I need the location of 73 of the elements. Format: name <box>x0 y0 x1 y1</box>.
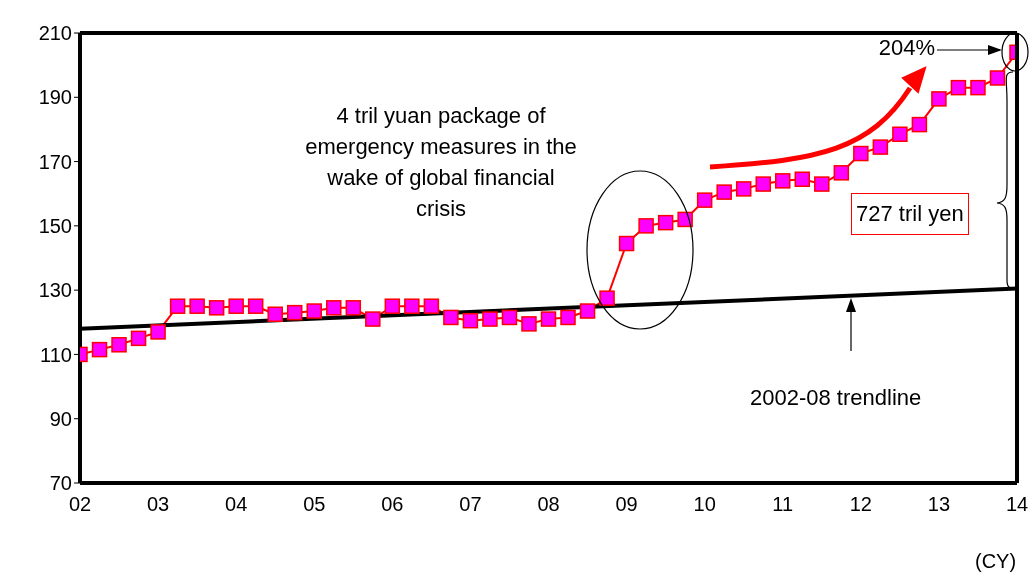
annotation: 727 tril yen <box>851 193 969 235</box>
x-tick-label: 14 <box>1005 493 1029 516</box>
x-axis-title: (CY) <box>975 550 1017 573</box>
y-tick-label: 130 <box>38 279 72 302</box>
point <box>755 176 771 192</box>
point <box>814 176 830 192</box>
x-tick-label: 06 <box>381 493 404 516</box>
x-tick-label: 11 <box>772 493 794 516</box>
point <box>794 171 811 187</box>
point <box>306 303 322 319</box>
point <box>111 337 127 353</box>
point <box>443 309 459 326</box>
point <box>579 303 596 319</box>
point <box>462 312 479 329</box>
x-tick-label: 07 <box>459 493 482 516</box>
x-tick-label: 02 <box>68 493 92 516</box>
point <box>130 330 147 347</box>
point <box>423 298 440 314</box>
y-tick-label: 70 <box>49 472 72 495</box>
point <box>326 300 342 316</box>
point <box>286 304 303 321</box>
y-tick-label: 110 <box>40 343 72 366</box>
y-tick-label: 90 <box>49 407 72 430</box>
point <box>618 235 635 252</box>
annotation: 2002-08 trendline <box>750 384 922 412</box>
point <box>970 79 986 96</box>
point <box>989 70 1006 86</box>
y-tick-label: 210 <box>38 22 72 45</box>
point <box>501 309 518 326</box>
point <box>931 91 947 107</box>
point <box>384 298 401 314</box>
point <box>247 298 264 314</box>
x-tick-label: 08 <box>537 493 560 516</box>
point <box>716 184 732 200</box>
point <box>150 324 166 340</box>
point <box>189 298 205 314</box>
x-tick-label: 04 <box>225 493 248 516</box>
y-tick-label: 190 <box>38 86 72 109</box>
point <box>91 341 108 358</box>
y-tick-label: 170 <box>38 150 72 173</box>
point <box>482 311 498 327</box>
point <box>853 145 869 162</box>
x-tick-label: 10 <box>693 493 716 516</box>
x-tick-label: 13 <box>927 493 951 516</box>
point <box>404 298 420 314</box>
point <box>540 311 557 327</box>
point <box>638 218 654 234</box>
point <box>560 309 576 326</box>
point <box>599 290 615 306</box>
point <box>345 300 362 316</box>
point <box>775 173 791 189</box>
x-tick-label: 09 <box>615 493 638 516</box>
point <box>208 300 225 316</box>
point <box>735 181 752 197</box>
point <box>169 298 186 314</box>
point <box>696 192 713 208</box>
x-tick-label: 12 <box>849 493 872 516</box>
x-tick-label: 05 <box>303 493 326 516</box>
point <box>950 79 967 96</box>
point <box>365 311 381 327</box>
y-tick-label: 150 <box>38 214 72 237</box>
point <box>521 316 537 332</box>
point <box>267 306 283 322</box>
point <box>911 116 928 133</box>
point <box>677 211 693 228</box>
annotation: 4 tril yuan package of emergency measures in the wake of global financial crisis <box>304 102 578 223</box>
point <box>657 214 674 231</box>
point <box>892 126 908 142</box>
annotation: 204% <box>877 34 935 62</box>
point <box>833 165 850 181</box>
point <box>872 139 889 155</box>
x-tick-label: 03 <box>146 493 170 516</box>
point <box>228 298 244 314</box>
